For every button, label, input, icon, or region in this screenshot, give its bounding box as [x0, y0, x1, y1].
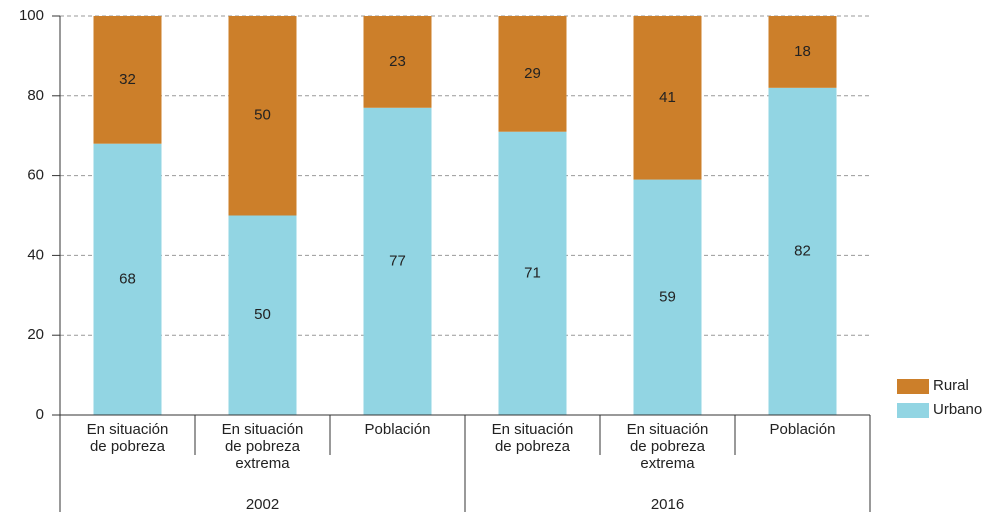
y-tick-label: 20 — [27, 326, 44, 343]
x-tick-label: En situación — [87, 421, 169, 438]
legend-swatch — [897, 379, 929, 394]
data-label: 32 — [119, 71, 136, 88]
x-tick-label: de pobreza — [90, 438, 166, 455]
y-tick-label: 40 — [27, 246, 44, 263]
bar-segment — [93, 16, 162, 144]
data-label: 59 — [659, 288, 676, 305]
x-tick-label: de pobreza — [225, 438, 301, 455]
y-tick-label: 100 — [19, 7, 44, 24]
bar-segment — [228, 215, 297, 415]
data-label: 82 — [794, 242, 811, 259]
data-label: 41 — [659, 89, 676, 106]
x-tick-label: extrema — [640, 455, 695, 472]
group-label: 2016 — [651, 496, 684, 513]
bar-segment — [228, 16, 297, 216]
x-tick-label: de pobreza — [630, 438, 706, 455]
data-label: 18 — [794, 43, 811, 60]
data-label: 23 — [389, 53, 406, 70]
y-tick-label: 80 — [27, 87, 44, 104]
data-label: 50 — [254, 306, 271, 323]
x-tick-label: Población — [770, 421, 836, 438]
legend-label: Rural — [933, 377, 969, 394]
bar-segment — [498, 16, 567, 132]
data-label: 77 — [389, 252, 406, 269]
group-label: 2002 — [246, 496, 279, 513]
y-tick-label: 0 — [36, 406, 44, 423]
x-tick-label: extrema — [235, 455, 290, 472]
data-label: 50 — [254, 107, 271, 124]
bar-segment — [93, 143, 162, 415]
bar-segment — [768, 16, 837, 88]
bar-segment — [498, 131, 567, 415]
x-tick-label: Población — [365, 421, 431, 438]
x-tick-label: En situación — [627, 421, 709, 438]
bar-segment — [363, 107, 432, 416]
x-tick-label: En situación — [492, 421, 574, 438]
data-label: 71 — [524, 264, 541, 281]
bar-segment — [768, 87, 837, 415]
legend-swatch — [897, 403, 929, 418]
x-tick-label: de pobreza — [495, 438, 571, 455]
data-label: 68 — [119, 270, 136, 287]
y-tick-label: 60 — [27, 167, 44, 184]
x-tick-label: En situación — [222, 421, 304, 438]
bar-segment — [633, 16, 702, 180]
legend-label: Urbano — [933, 401, 982, 418]
bar-segment — [633, 179, 702, 415]
bar-segment — [363, 16, 432, 108]
data-label: 29 — [524, 65, 541, 82]
